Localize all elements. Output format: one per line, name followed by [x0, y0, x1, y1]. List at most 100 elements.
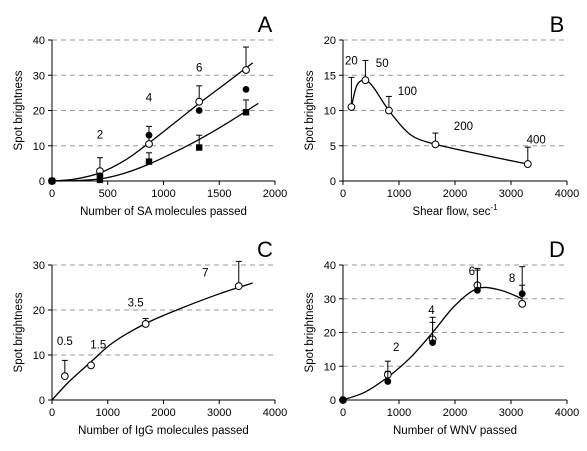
data-point-open-circle: [195, 97, 204, 106]
fit-curve: [51, 282, 253, 401]
annotation-label: 7: [202, 267, 208, 279]
data-point-filled-circle: [518, 290, 526, 298]
annotation-label: 4: [146, 93, 153, 105]
y-axis-label: Spot brightness: [304, 292, 316, 372]
panel-b: 0 1000 2000 3000 4000 0 5 10 15 20 Shear flow, sec…: [304, 12, 579, 218]
annotation-label: 6: [196, 63, 202, 75]
x-tick-label: 1000: [387, 407, 411, 419]
panel-letter: B: [550, 12, 565, 37]
panel-letter: D: [549, 237, 565, 262]
data-point-open-circle: [523, 160, 532, 168]
y-tick-label: 20: [33, 106, 45, 118]
annotation-label: 50: [376, 58, 389, 70]
data-point-filled-circle: [474, 286, 481, 294]
y-tick-label: 30: [324, 294, 336, 306]
x-axis-label-text: Shear flow, sec: [412, 206, 490, 218]
annotation-label: 8: [509, 273, 515, 285]
y-tick-label: 0: [39, 395, 45, 407]
x-tick-label: 3000: [207, 407, 231, 419]
x-tick-label: 2000: [263, 188, 287, 200]
x-tick-label: 3000: [499, 407, 523, 419]
annotation-label: 400: [527, 135, 546, 147]
y-tick-label: 15: [324, 70, 336, 82]
y-tick-label: 20: [324, 328, 336, 340]
x-tick-label: 2000: [443, 188, 467, 200]
y-axis-label: Spot brightness: [13, 70, 25, 150]
data-point-filled-square: [48, 177, 56, 185]
x-tick-label: 4000: [555, 407, 579, 419]
annotation-label: 200: [454, 121, 473, 133]
x-tick-label: 4000: [555, 188, 579, 200]
x-tick-label: 3000: [499, 188, 523, 200]
x-axis-label: Number of IgG molecules passed: [78, 425, 249, 437]
y-tick-label: 20: [33, 305, 45, 317]
x-axis-label: Number of SA molecules passed: [80, 206, 247, 218]
annotation-label: 6: [469, 266, 475, 278]
y-axis-label: Spot brightness: [304, 70, 316, 150]
y-tick-label: 5: [330, 141, 336, 153]
x-tick-label: 1500: [207, 188, 231, 200]
x-tick-label: 2000: [151, 407, 175, 419]
y-tick-label: 0: [330, 176, 336, 188]
annotation-label: 2: [97, 130, 103, 142]
x-tick-label: 0: [340, 407, 346, 419]
y-tick-label: 0: [39, 176, 45, 188]
x-axis-label-text: Number of WNV passed: [393, 425, 517, 437]
data-point-filled-circle: [145, 131, 153, 139]
annotation-label: 3.5: [128, 297, 144, 309]
annotation-label: 4: [428, 305, 435, 317]
annotation-label: 2: [393, 342, 399, 354]
panel-c: 0 1000 2000 3000 4000 0 10 20 30 Number of IgG mo…: [13, 237, 287, 437]
x-axis-label-text: Number of SA molecules passed: [80, 206, 247, 218]
y-tick-label: 40: [33, 35, 45, 47]
x-tick-label: 1000: [151, 188, 175, 200]
x-axis-label-superscript: -1: [490, 203, 498, 212]
y-tick-label: 10: [33, 141, 45, 153]
panel-d: 0 1000 2000 3000 4000 0 10 20 30 40 Number of WNV …: [304, 237, 579, 437]
y-tick-label: 0: [330, 395, 336, 407]
data-point-open-circle: [234, 282, 243, 291]
y-axis-label: Spot brightness: [13, 292, 25, 372]
data-point-filled-circle: [195, 107, 203, 114]
data-point-filled-circle: [429, 339, 436, 347]
y-tick-label: 10: [33, 350, 45, 362]
data-point-open-circle: [347, 103, 356, 111]
y-tick-label: 10: [324, 106, 336, 118]
data-point-filled-square: [145, 158, 153, 165]
annotation-label: 20: [345, 56, 358, 68]
data-point-filled-square: [242, 109, 250, 116]
data-point-open-circle: [60, 372, 69, 381]
annotation-label: 1.5: [90, 339, 106, 351]
data-point-filled-circle: [242, 85, 250, 93]
data-point-open-circle: [518, 299, 527, 308]
y-tick-label: 10: [324, 361, 336, 373]
x-tick-label: 2000: [443, 407, 467, 419]
data-point-open-circle: [145, 140, 153, 148]
annotation-label: 100: [398, 86, 417, 98]
data-point-open-circle: [385, 106, 393, 115]
y-tick-label: 20: [324, 35, 336, 47]
data-point-open-circle: [242, 66, 250, 74]
x-tick-label: 0: [49, 407, 55, 419]
fit-curve: [350, 79, 528, 165]
x-tick-label: 0: [340, 188, 346, 200]
x-tick-label: 0: [49, 188, 55, 200]
x-tick-label: 500: [99, 188, 117, 200]
data-point-filled-circle: [339, 396, 347, 404]
x-axis-label: Number of WNV passed: [393, 425, 517, 437]
panel-letter: A: [258, 12, 273, 37]
x-tick-label: 1000: [387, 188, 411, 200]
data-point-open-circle: [141, 320, 150, 328]
x-axis-label: Shear flow, sec-1: [412, 203, 498, 218]
x-tick-label: 4000: [263, 407, 287, 419]
fit-curve: [51, 102, 259, 182]
y-tick-label: 30: [33, 260, 45, 272]
data-point-open-circle: [431, 140, 440, 149]
data-point-filled-square: [195, 144, 203, 151]
data-point-open-circle: [87, 361, 95, 370]
data-point-open-circle: [361, 76, 370, 85]
x-tick-label: 1000: [96, 407, 120, 419]
data-point-filled-circle: [384, 378, 392, 385]
y-tick-label: 40: [324, 260, 336, 272]
annotation-label: 0.5: [57, 336, 73, 348]
